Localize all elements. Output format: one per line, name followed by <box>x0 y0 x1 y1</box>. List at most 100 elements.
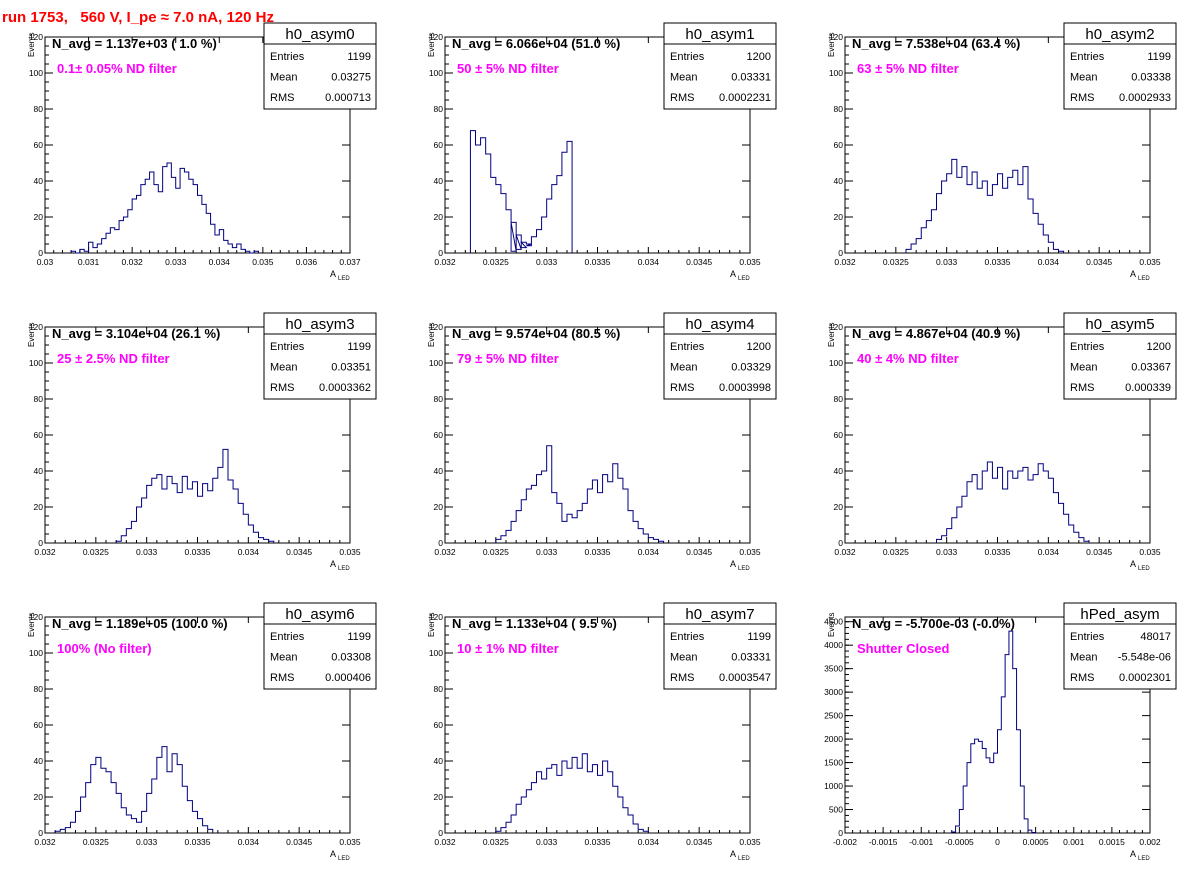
stats-value: 0.0002301 <box>1119 672 1171 684</box>
x-tick-label: 0.0005 <box>1023 837 1049 847</box>
y-tick-label: 20 <box>434 792 444 802</box>
histogram-panel: 0.03 0.031 0.032 0.033 0.034 0.035 0.036 0.037 0… <box>27 22 377 282</box>
stats-box <box>263 22 377 110</box>
histogram-line <box>905 158 1065 253</box>
y-tick-label: 60 <box>34 140 44 150</box>
stats-key: Entries <box>270 631 305 643</box>
x-axis-label-subscript: LED <box>338 276 350 282</box>
stats-key: RMS <box>270 92 294 104</box>
x-tick-label: 0.002 <box>1139 837 1161 847</box>
y-tick-label: 100 <box>429 68 443 78</box>
stats-value: 1199 <box>747 631 771 643</box>
y-tick-label: 120 <box>829 322 843 332</box>
x-tick-label: 0.035 <box>339 547 361 557</box>
x-tick-label: 0.0345 <box>686 837 712 847</box>
y-tick-label: 60 <box>834 430 844 440</box>
y-tick-label: 500 <box>829 805 843 815</box>
y-tick-label: 80 <box>34 394 44 404</box>
histogram-line <box>70 162 259 254</box>
x-tick-label: 0.033 <box>536 837 558 847</box>
x-tick-label: 0.0325 <box>883 547 909 557</box>
stats-value: -5.548e-06 <box>1118 652 1171 664</box>
stats-key: Mean <box>670 362 698 374</box>
y-axis-label: Events <box>827 323 836 347</box>
filter-label: 100% (No filter) <box>57 641 152 656</box>
y-tick-label: 0 <box>38 538 43 548</box>
y-axis-label: Events <box>427 613 436 637</box>
stats-key: RMS <box>1070 382 1094 394</box>
histogram-name: h0_asym7 <box>685 606 754 623</box>
x-tick-label: 0.0345 <box>686 257 712 267</box>
stats-value: 0.0003362 <box>319 382 371 394</box>
stats-key: RMS <box>670 92 694 104</box>
stats-value: 1199 <box>347 341 371 353</box>
histogram-name: h0_asym0 <box>285 26 354 43</box>
x-tick-label: 0.0335 <box>185 547 211 557</box>
x-axis-label: A <box>1130 849 1136 859</box>
y-tick-label: 1000 <box>824 781 843 791</box>
stats-value: 0.03331 <box>731 652 771 664</box>
x-tick-label: 0.03 <box>37 257 54 267</box>
y-tick-label: 0 <box>838 248 843 258</box>
stats-box <box>1063 312 1177 400</box>
y-tick-label: 0 <box>438 828 443 838</box>
x-tick-label: 0.032 <box>34 837 56 847</box>
stats-key: RMS <box>270 382 294 394</box>
y-tick-label: 80 <box>34 104 44 114</box>
histogram-line <box>115 448 275 543</box>
stats-value: 0.03338 <box>1131 72 1171 84</box>
x-tick-label: 0.036 <box>296 257 318 267</box>
x-tick-label: 0.034 <box>1038 547 1060 557</box>
x-tick-label: 0.0345 <box>1086 257 1112 267</box>
x-tick-label: 0.033 <box>936 257 958 267</box>
stats-key: Mean <box>270 72 298 84</box>
x-tick-label: 0.035 <box>339 837 361 847</box>
y-tick-label: 0 <box>838 538 843 548</box>
x-tick-label: -0.0015 <box>869 837 898 847</box>
y-tick-label: 40 <box>834 466 844 476</box>
stats-value: 0.03308 <box>331 652 371 664</box>
y-tick-label: 4000 <box>824 640 843 650</box>
histogram-line <box>495 753 649 833</box>
y-tick-label: 120 <box>429 32 443 42</box>
x-tick-label: 0.0345 <box>286 547 312 557</box>
y-tick-label: 100 <box>29 68 43 78</box>
x-tick-label: 0.0345 <box>686 547 712 557</box>
x-tick-label: 0.034 <box>209 257 231 267</box>
x-axis-label: A <box>730 269 736 279</box>
stats-key: Mean <box>270 362 298 374</box>
stats-value: 1199 <box>1147 51 1171 63</box>
x-tick-label: 0.033 <box>536 257 558 267</box>
stats-key: RMS <box>270 672 294 684</box>
y-tick-label: 80 <box>834 104 844 114</box>
stats-value: 0.0002933 <box>1119 92 1171 104</box>
stats-key: RMS <box>1070 92 1094 104</box>
histogram-line <box>951 630 1037 834</box>
histogram-name: h0_asym6 <box>285 606 354 623</box>
y-axis-label: Events <box>427 323 436 347</box>
stats-value: 1200 <box>1147 341 1171 353</box>
x-tick-label: 0.034 <box>638 547 660 557</box>
x-axis-label-subscript: LED <box>338 856 350 862</box>
histogram-panel: 0.032 0.0325 0.033 0.0335 0.034 0.0345 0.035 0 2… <box>827 22 1177 282</box>
y-tick-label: 3000 <box>824 687 843 697</box>
y-tick-label: 100 <box>829 68 843 78</box>
stats-key: Entries <box>670 631 705 643</box>
y-tick-label: 0 <box>438 248 443 258</box>
x-tick-label: 0.033 <box>936 547 958 557</box>
y-tick-label: 120 <box>29 612 43 622</box>
histogram-panel: 0.032 0.0325 0.033 0.0335 0.034 0.0345 0.035 0 2… <box>827 312 1177 572</box>
y-tick-label: 120 <box>429 612 443 622</box>
histogram-name: h0_asym1 <box>685 26 754 43</box>
y-tick-label: 100 <box>29 358 43 368</box>
y-tick-label: 80 <box>434 394 444 404</box>
filter-label: 10 ± 1% ND filter <box>457 641 559 656</box>
x-tick-label: 0.001 <box>1063 837 1085 847</box>
y-tick-label: 100 <box>29 648 43 658</box>
x-tick-label: 0.0335 <box>985 257 1011 267</box>
stats-value: 0.03331 <box>731 72 771 84</box>
y-tick-label: 60 <box>834 140 844 150</box>
histogram-panel: 0.032 0.0325 0.033 0.0335 0.034 0.0345 0.035 0 2… <box>427 602 777 862</box>
stats-key: Mean <box>270 652 298 664</box>
